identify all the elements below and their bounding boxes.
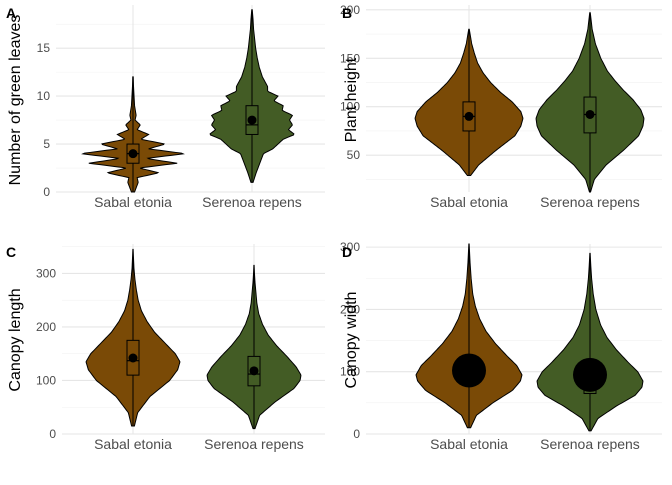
y-tick-label: 100 [340,365,360,379]
mean-point-0 [128,149,138,159]
x-tick-label: Serenoa repens [540,436,640,452]
y-tick-label: 150 [340,51,360,65]
y-axis-title: Canopy width [343,292,360,389]
x-tick-label: Serenoa repens [540,194,640,210]
y-tick-label: 0 [353,427,360,441]
mean-point-1 [249,366,259,376]
x-tick-label: Serenoa repens [202,194,302,210]
mean-point-1 [585,109,595,119]
panel-tag: A [6,5,16,21]
y-tick-label: 0 [49,427,56,441]
panel-d: 0 100 200 300 Sabal etonia Serenoa repens Cano… [340,240,662,452]
mean-point-0 [452,353,486,388]
y-tick-label: 5 [43,137,50,151]
mean-point-1 [247,115,257,125]
panel-b: 50 100 150 200 Sabal etonia Serenoa repens Pla… [340,3,662,210]
mean-point-1 [573,357,607,392]
x-tick-label: Sabal etonia [430,436,508,452]
y-tick-label: 10 [37,89,51,103]
panel-a: 0 5 10 15 Sabal etonia Serenoa repens Number o… [6,5,325,210]
panel-tag: C [6,244,16,260]
y-tick-label: 200 [340,302,360,316]
x-tick-label: Sabal etonia [94,436,172,452]
y-tick-label: 300 [36,266,56,280]
x-tick-label: Sabal etonia [430,194,508,210]
y-tick-label: 200 [36,320,56,334]
y-axis-title: Canopy length [7,288,24,391]
y-tick-label: 100 [340,100,360,114]
mean-point-0 [128,353,138,363]
y-tick-label: 15 [37,41,51,55]
x-tick-label: Serenoa repens [204,436,304,452]
y-tick-label: 0 [43,185,50,199]
y-tick-label: 300 [340,240,360,254]
y-tick-label: 50 [347,148,361,162]
y-tick-label: 200 [340,3,360,17]
panel-tag: D [342,244,352,260]
y-axis-title: Number of green leaves [7,15,24,186]
mean-point-0 [464,111,474,121]
panel-tag: B [342,5,352,21]
panel-c: 0 100 200 300 Sabal etonia Serenoa repens Cano… [6,244,325,452]
x-tick-label: Sabal etonia [94,194,172,210]
y-tick-label: 100 [36,373,56,387]
y-axis-title: Plant height [343,57,360,142]
